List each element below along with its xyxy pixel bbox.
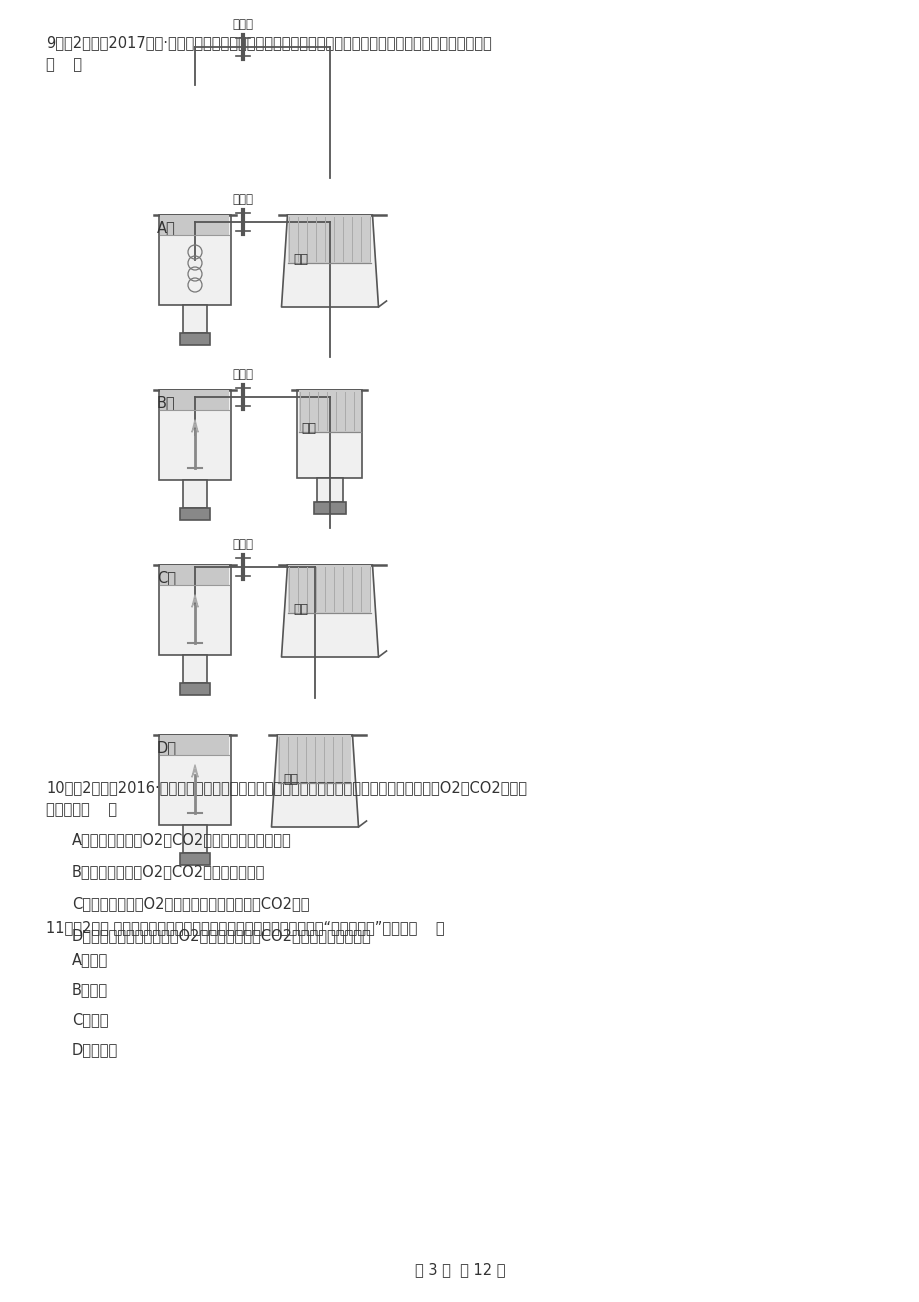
Text: 木炭: 木炭 <box>283 773 298 786</box>
Bar <box>180 508 210 519</box>
Bar <box>160 391 229 410</box>
Bar <box>180 853 210 865</box>
Bar <box>183 655 207 684</box>
Polygon shape <box>281 565 378 658</box>
Text: 红磷: 红磷 <box>301 422 316 435</box>
Text: C．从用途上看，O2可供给呼吸并支持燃烧而CO2不能: C．从用途上看，O2可供给呼吸并支持燃烧而CO2不能 <box>72 896 309 911</box>
Bar <box>160 736 229 755</box>
Bar <box>183 305 207 333</box>
Text: 10．（2分）（2016·河南模拟）自然界中氧元素和碳元素在一定条件下不断地转化，下列关于O2、CO2的叙述: 10．（2分）（2016·河南模拟）自然界中氧元素和碳元素在一定条件下不断地转化… <box>46 780 527 796</box>
Text: 11．（2分） 农作物常因缺鑂、氮、磷等而导致生长不良，这里说的“鑂、氮、磷”指的是（    ）: 11．（2分） 农作物常因缺鑂、氮、磷等而导致生长不良，这里说的“鑂、氮、磷”指… <box>46 921 444 935</box>
Bar <box>159 391 231 480</box>
Bar <box>159 215 231 305</box>
Text: B．从结构上看，O2和CO2中都含有氧分子: B．从结构上看，O2和CO2中都含有氧分子 <box>72 865 265 879</box>
Text: D．从来源上看，自然界中O2来自光合作用而CO2仅来化石燃料的燃烧: D．从来源上看，自然界中O2来自光合作用而CO2仅来化石燃料的燃烧 <box>72 928 371 943</box>
Bar <box>317 478 343 503</box>
Text: 9．（2分）（2017九上·福田期末）小明设计了下图所示的装置用于测定空气中氧气含量，其中能达到目的是: 9．（2分）（2017九上·福田期末）小明设计了下图所示的装置用于测定空气中氧气… <box>46 35 492 49</box>
Polygon shape <box>271 736 358 827</box>
Bar <box>313 503 346 514</box>
Polygon shape <box>281 215 378 307</box>
Text: 弹簧夹: 弹簧夹 <box>233 18 254 31</box>
Bar <box>289 565 371 613</box>
Bar <box>159 736 231 825</box>
Bar <box>299 391 360 432</box>
Text: 鐵丝: 鐵丝 <box>293 253 308 266</box>
Text: B．分子: B．分子 <box>72 982 108 997</box>
Bar <box>297 391 362 478</box>
Text: 第 3 页  共 12 页: 第 3 页 共 12 页 <box>414 1262 505 1277</box>
Text: 弹簧夹: 弹簧夹 <box>233 193 254 206</box>
Text: 白磷: 白磷 <box>293 603 308 616</box>
Text: D．: D． <box>157 740 176 755</box>
Bar <box>160 565 229 585</box>
Text: 弹簧夹: 弹簧夹 <box>233 368 254 381</box>
Bar <box>180 333 210 345</box>
Text: D．混合物: D．混合物 <box>72 1042 119 1057</box>
Text: 弹簧夹: 弹簧夹 <box>233 538 254 551</box>
Bar <box>180 684 210 695</box>
Bar <box>159 565 231 655</box>
Bar <box>160 215 229 234</box>
Text: C．: C． <box>157 570 176 585</box>
Text: A．从组成上看，O2和CO2都属于纯净物中氧化物: A．从组成上看，O2和CO2都属于纯净物中氧化物 <box>72 832 291 848</box>
Text: B．: B． <box>157 395 176 410</box>
Text: A．: A． <box>157 220 176 234</box>
Text: （    ）: （ ） <box>46 57 82 72</box>
Bar <box>183 825 207 853</box>
Bar <box>278 736 351 783</box>
Bar <box>183 480 207 508</box>
Text: A．元素: A．元素 <box>72 952 108 967</box>
Text: C．单质: C．单质 <box>72 1012 108 1027</box>
Text: 正确的是（    ）: 正确的是（ ） <box>46 802 117 816</box>
Bar <box>289 215 371 263</box>
